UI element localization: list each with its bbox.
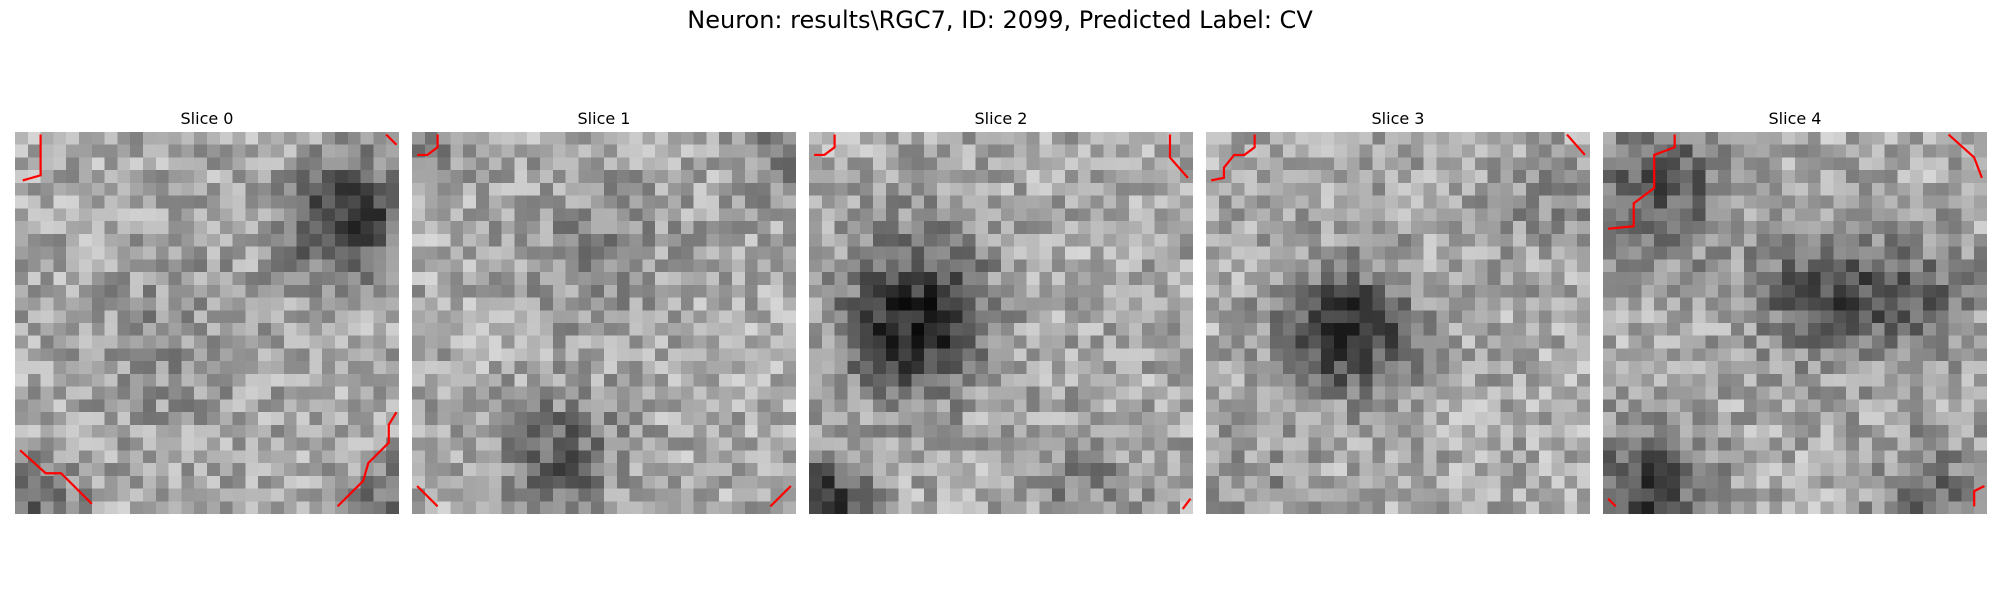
contour-line: [1973, 485, 1985, 507]
contour-line: [336, 411, 398, 508]
slice-image-0: [15, 132, 399, 514]
contour-line: [769, 485, 792, 508]
slice-title-0: Slice 0: [180, 109, 234, 128]
contour-line: [19, 449, 93, 505]
slice-image-3: [1206, 132, 1590, 514]
contour-line: [417, 134, 439, 157]
slice-panel-2: Slice 2: [809, 108, 1193, 514]
slice-panel-1: Slice 1: [412, 108, 796, 514]
slice-title-1: Slice 1: [577, 109, 631, 128]
slice-image-4: [1603, 132, 1987, 514]
contour-line: [1607, 497, 1617, 508]
contour-line: [1181, 498, 1192, 510]
slice-image-1: [412, 132, 796, 514]
contour-line: [1168, 134, 1189, 179]
contour-line: [22, 134, 42, 182]
figure-title: Neuron: results\RGC7, ID: 2099, Predicte…: [687, 6, 1313, 34]
slice-panel-0: Slice 0: [15, 108, 399, 514]
slice-title-3: Slice 3: [1371, 109, 1425, 128]
slice-image-2: [809, 132, 1193, 514]
contour-line: [1608, 134, 1676, 230]
contour-line: [416, 485, 439, 508]
contour-line: [1210, 134, 1256, 182]
slice-title-4: Slice 4: [1768, 109, 1822, 128]
contour-line: [814, 134, 836, 157]
contour-line: [1947, 133, 1983, 179]
contour-line: [385, 133, 398, 146]
slice-title-2: Slice 2: [974, 109, 1028, 128]
slice-panel-3: Slice 3: [1206, 108, 1590, 514]
contour-line: [1566, 133, 1586, 156]
slice-panel-4: Slice 4: [1603, 108, 1987, 514]
